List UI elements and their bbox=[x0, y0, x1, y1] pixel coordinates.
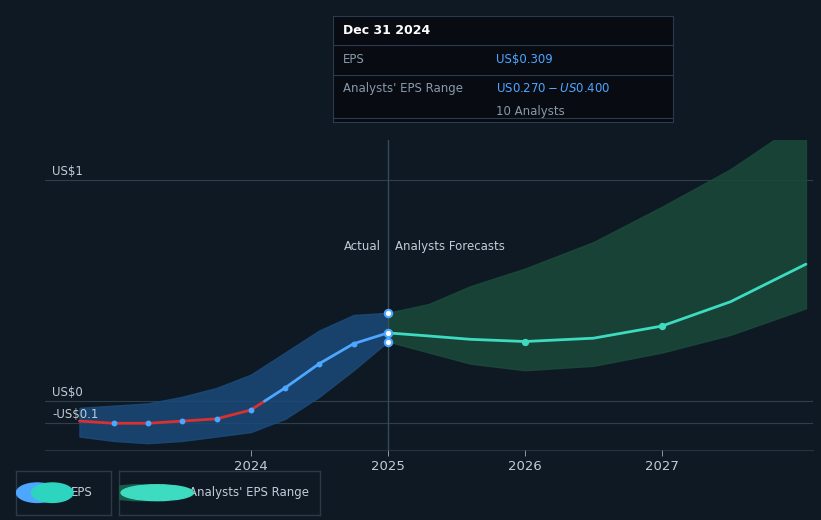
Circle shape bbox=[121, 485, 194, 501]
Point bbox=[210, 415, 223, 423]
Text: 10 Analysts: 10 Analysts bbox=[496, 105, 565, 118]
Circle shape bbox=[103, 485, 176, 501]
Point bbox=[381, 329, 394, 337]
Point bbox=[107, 419, 120, 427]
Point bbox=[655, 322, 668, 330]
Circle shape bbox=[31, 483, 73, 502]
Circle shape bbox=[16, 483, 58, 502]
Text: Actual: Actual bbox=[344, 240, 381, 253]
Text: EPS: EPS bbox=[342, 53, 365, 66]
Point bbox=[244, 406, 257, 414]
Text: -US$0.1: -US$0.1 bbox=[52, 408, 99, 421]
Point bbox=[381, 337, 394, 346]
Point bbox=[141, 419, 154, 427]
Text: Analysts' EPS Range: Analysts' EPS Range bbox=[342, 82, 463, 95]
Text: US$0.309: US$0.309 bbox=[496, 53, 553, 66]
Point bbox=[176, 417, 189, 425]
Point bbox=[278, 384, 291, 392]
Point bbox=[313, 359, 326, 368]
Text: US$0: US$0 bbox=[52, 386, 83, 399]
Text: US$0.270 - US$0.400: US$0.270 - US$0.400 bbox=[496, 82, 610, 95]
Text: Dec 31 2024: Dec 31 2024 bbox=[342, 24, 430, 37]
Text: Analysts' EPS Range: Analysts' EPS Range bbox=[190, 486, 310, 499]
Point bbox=[518, 337, 531, 346]
Text: US$1: US$1 bbox=[52, 165, 83, 178]
Text: Analysts Forecasts: Analysts Forecasts bbox=[395, 240, 505, 253]
Point bbox=[381, 308, 394, 317]
Text: EPS: EPS bbox=[71, 486, 93, 499]
Point bbox=[347, 340, 360, 348]
